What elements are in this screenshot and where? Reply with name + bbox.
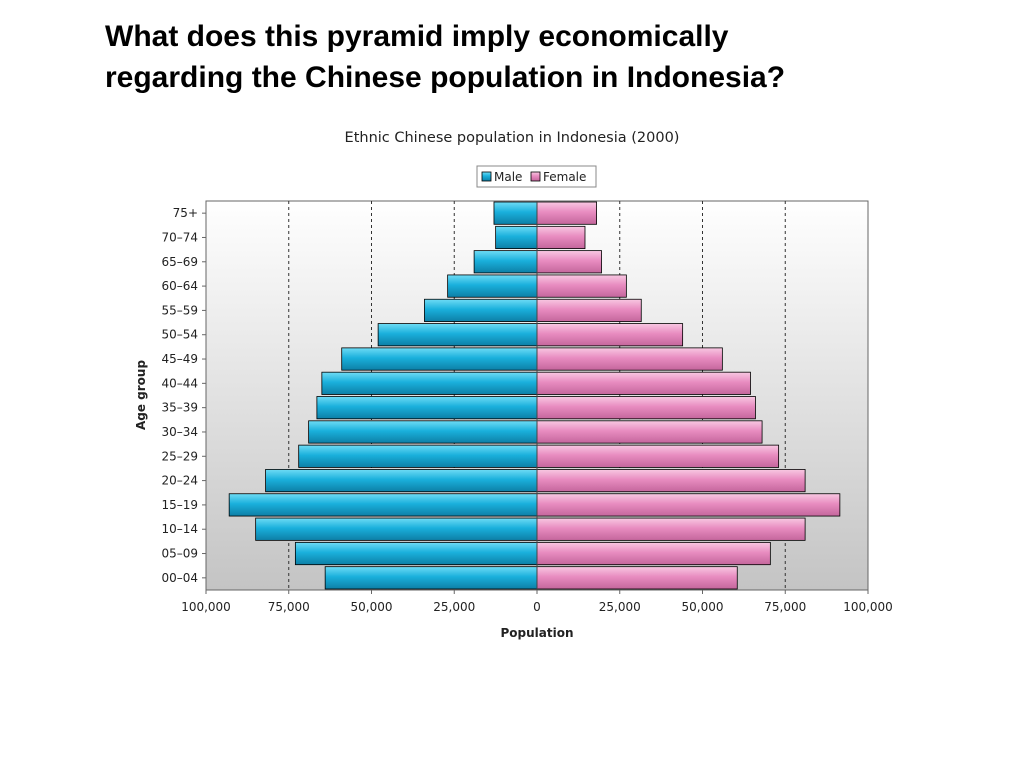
bar-male-4	[424, 298, 538, 322]
y-tick-label-7: 40–44	[161, 376, 198, 390]
x-tick-label-2: 50,000	[351, 600, 393, 614]
chart-title: Ethnic Chinese population in Indonesia (…	[345, 130, 680, 146]
legend-swatch-male	[481, 171, 492, 182]
bar-male-10	[298, 444, 538, 468]
bar-female-12	[536, 493, 841, 517]
y-tick-label-0: 75+	[173, 206, 198, 220]
legend-label-female: Female	[543, 170, 586, 184]
x-tick-label-6: 50,000	[682, 600, 724, 614]
bar-male-1	[495, 225, 538, 250]
bar-male-14	[294, 541, 538, 566]
x-tick-label-0: 100,000	[181, 600, 231, 614]
x-tick-label-4: 0	[533, 600, 541, 614]
bar-male-8	[316, 396, 538, 420]
x-tick-label-1: 75,000	[268, 600, 310, 614]
slide-question: What does this pyramid imply economicall…	[105, 16, 1005, 98]
y-tick-label-8: 35–39	[161, 401, 198, 415]
question-line-2: regarding the Chinese population in Indo…	[105, 61, 786, 94]
legend: Male Female	[476, 165, 597, 188]
x-tick-label-3: 25,000	[433, 600, 475, 614]
bar-female-1	[536, 225, 586, 250]
bar-female-11	[536, 469, 806, 493]
y-tick-label-4: 55–59	[161, 303, 198, 317]
legend-label-male: Male	[494, 170, 522, 184]
y-tick-label-9: 30–34	[161, 425, 198, 439]
bar-male-9	[308, 420, 538, 444]
bar-male-11	[265, 469, 538, 493]
y-tick-label-2: 65–69	[161, 255, 198, 269]
bar-male-0	[493, 201, 538, 225]
bar-male-15	[324, 566, 538, 590]
question-line-1: What does this pyramid imply economicall…	[105, 20, 729, 53]
bar-female-14	[536, 541, 771, 566]
bar-male-5	[377, 323, 538, 347]
y-tick-label-5: 50–54	[161, 328, 198, 342]
y-tick-label-3: 60–64	[161, 279, 198, 293]
bar-male-13	[255, 517, 538, 541]
y-tick-label-13: 10–14	[161, 522, 198, 536]
bar-female-9	[536, 420, 763, 444]
y-tick-label-1: 70–74	[161, 230, 198, 244]
bar-male-3	[447, 274, 538, 298]
legend-swatch-female	[530, 171, 541, 182]
bar-female-10	[536, 444, 780, 468]
bar-male-7	[321, 371, 538, 395]
x-tick-labels: 100,000 75,000 50,000 25,000 0 25,000 50,000 75…	[181, 590, 893, 614]
bar-female-3	[536, 274, 627, 298]
bar-male-2	[473, 250, 538, 274]
y-tick-label-11: 20–24	[161, 474, 198, 488]
y-tick-label-15: 00–04	[161, 571, 198, 585]
x-tick-label-7: 75,000	[764, 600, 806, 614]
bar-female-0	[536, 201, 597, 225]
x-tick-label-5: 25,000	[599, 600, 641, 614]
bar-female-7	[536, 371, 751, 395]
y-tick-label-6: 45–49	[161, 352, 198, 366]
bar-female-8	[536, 396, 756, 420]
bar-female-6	[536, 347, 723, 371]
bar-male-6	[341, 347, 538, 371]
bar-male-12	[228, 493, 538, 517]
y-tick-label-14: 05–09	[161, 547, 198, 561]
bars	[228, 201, 841, 590]
y-tick-label-10: 25–29	[161, 449, 198, 463]
x-axis-label: Population	[500, 626, 573, 640]
bar-female-15	[536, 566, 738, 590]
bar-female-2	[536, 250, 602, 274]
x-tick-label-8: 100,000	[843, 600, 893, 614]
bar-female-4	[536, 298, 642, 322]
bar-female-13	[536, 517, 806, 541]
y-tick-label-12: 15–19	[161, 498, 198, 512]
y-axis-label: Age group	[134, 360, 148, 430]
bar-female-5	[536, 323, 684, 347]
y-tick-labels: 75+ 70–74 65–69 60–64 55–59 50–54 45–49 40–44 35…	[161, 206, 206, 585]
